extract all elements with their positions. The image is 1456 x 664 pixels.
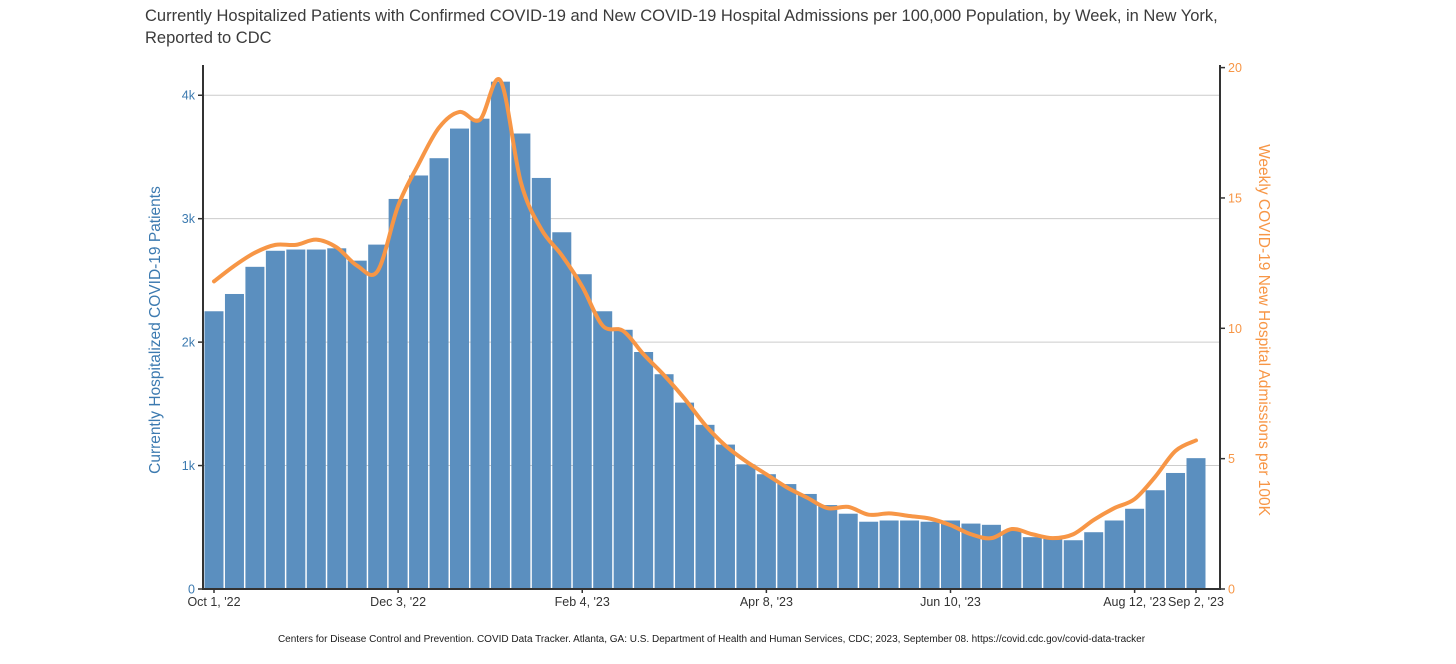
hospitalized-bar: [1084, 532, 1104, 589]
hospitalized-bar: [1166, 472, 1186, 589]
left-axis-tick-label: 4k: [182, 89, 196, 103]
hospitalized-bar: [838, 513, 858, 589]
x-axis-tick-label: Dec 3, '22: [370, 595, 426, 609]
hospitalized-bar: [347, 260, 367, 589]
hospitalized-bar: [327, 248, 347, 589]
hospitalized-bar: [981, 524, 1001, 589]
left-axis-tick-label: 1k: [182, 459, 196, 473]
x-axis-tick-label: Jun 10, '23: [920, 595, 981, 609]
hospitalized-bar: [511, 133, 531, 589]
hospitalized-bar: [286, 249, 306, 589]
x-axis-ticks: Oct 1, '22 Dec 3, '22 Feb 4, '23 Apr 8, '23…: [187, 589, 1224, 609]
hospitalized-bar: [715, 444, 735, 589]
hospitalized-bar: [736, 464, 756, 589]
hospitalized-bar: [900, 520, 920, 589]
hospitalized-bar: [797, 493, 817, 589]
hospitalized-bar: [1002, 530, 1022, 589]
right-axis-ticks: 0 5 10 15 20: [1220, 61, 1242, 597]
right-axis-tick-label: 15: [1228, 191, 1242, 205]
axis-lines: [202, 65, 1221, 590]
hospitalized-bar: [450, 128, 469, 589]
hospitalized-bar: [1043, 539, 1063, 589]
hospitalized-bar: [1104, 520, 1124, 589]
hospitalized-bar: [409, 175, 429, 589]
hospitalized-bar: [654, 374, 674, 589]
hospitalized-bar: [1186, 458, 1206, 589]
x-axis-tick-label: Oct 1, '22: [187, 595, 240, 609]
hospitalized-bar: [572, 274, 592, 589]
x-axis-tick-label: Feb 4, '23: [555, 595, 610, 609]
hospitalized-bar: [224, 293, 244, 589]
hospitalized-bar: [879, 520, 899, 589]
hospitalized-bar: [429, 158, 449, 589]
hospitalized-bar: [490, 81, 510, 590]
x-axis-tick-label: Aug 12, '23: [1103, 595, 1166, 609]
right-axis-tick-label: 10: [1228, 322, 1242, 336]
left-axis-tick-label: 2k: [182, 336, 196, 350]
source-citation: Centers for Disease Control and Preventi…: [277, 634, 1146, 645]
hospitalized-bar: [675, 402, 695, 589]
hospitalized-bar: [470, 118, 490, 590]
hospitalized-bar: [204, 311, 224, 589]
hospitalized-bar: [613, 329, 633, 589]
hospitalized-bar: [634, 351, 654, 589]
right-axis-tick-label: 0: [1228, 583, 1235, 597]
hospitalized-bar: [265, 250, 285, 589]
left-axis-ticks: 0 1k 2k 3k 4k: [182, 89, 203, 597]
hospitalized-bar: [306, 249, 326, 589]
hospitalized-bar: [1145, 490, 1165, 589]
hospitalized-bar: [245, 266, 265, 589]
hospitalized-bars-series: [204, 81, 1206, 590]
admissions-line: [212, 77, 1198, 541]
right-axis-tick-label: 5: [1228, 452, 1235, 466]
hospitalized-bar: [593, 311, 613, 589]
hospitalized-bar: [818, 505, 838, 589]
hospitalized-bar: [695, 424, 715, 589]
hospitalized-bar: [756, 474, 776, 589]
hospitalized-bar: [1063, 540, 1083, 589]
hospitalized-bar: [777, 484, 797, 589]
hospitalized-bar: [941, 520, 960, 589]
hospitalized-bar: [531, 177, 551, 589]
x-axis-tick-label: Sep 2, '23: [1168, 595, 1224, 609]
hospitalized-bar: [920, 521, 940, 589]
hospitalized-bar: [552, 232, 572, 589]
hospitalized-bar: [1022, 537, 1042, 589]
hospitalized-bar: [368, 244, 388, 589]
hospitalized-bar: [859, 521, 879, 589]
right-axis-tick-label: 20: [1228, 61, 1242, 75]
hospitalized-bar: [1125, 508, 1145, 589]
chart-title: Currently Hospitalized Patients with Con…: [145, 7, 1218, 47]
x-axis-tick-label: Apr 8, '23: [740, 595, 793, 609]
left-axis-tick-label: 3k: [182, 212, 196, 226]
hospitalized-bar: [388, 198, 408, 589]
left-axis-tick-label: 0: [188, 583, 195, 597]
hospitalized-bar: [961, 523, 981, 589]
